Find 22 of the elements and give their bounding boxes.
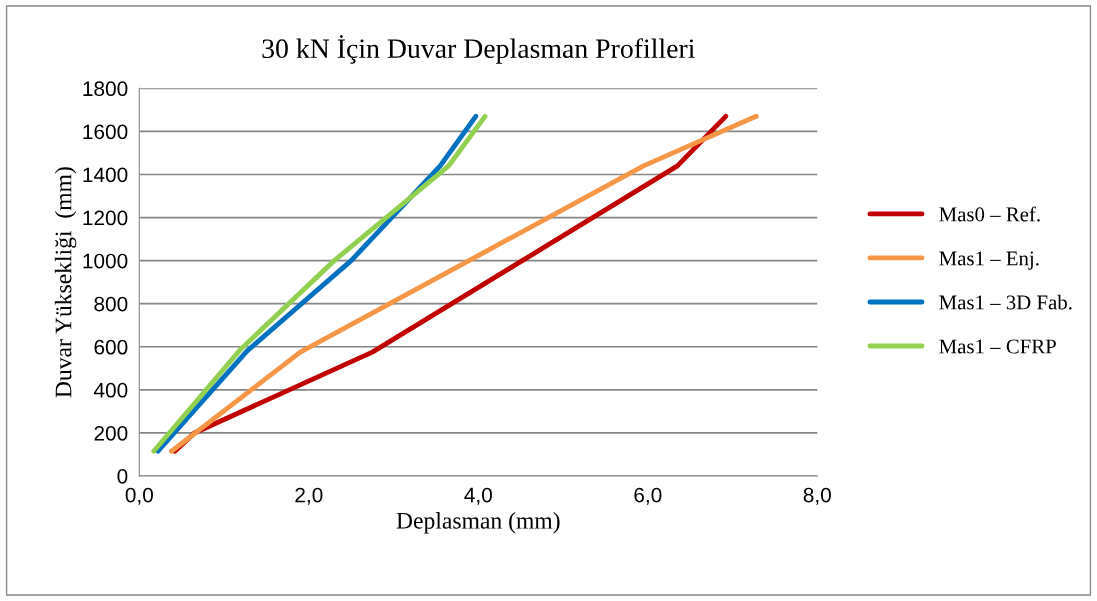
y-tick-label: 400	[93, 382, 128, 398]
y-tick-label: 1400	[83, 167, 128, 183]
legend-label: Mas1 – CFRP	[939, 339, 1056, 354]
y-tick-label: 1200	[83, 210, 128, 226]
x-tick-label: 8,0	[803, 487, 831, 505]
y-tick-label: 800	[94, 296, 128, 312]
x-tick-label: 4,0	[464, 487, 492, 505]
legend-label: Mas0 – Ref.	[939, 206, 1040, 222]
chart-title: 30 kN İçin Duvar Deplasman Profilleri	[262, 34, 695, 64]
y-tick-label: 600	[94, 339, 128, 355]
legend-label: Mas1 – 3D Fab.	[939, 294, 1072, 310]
y-tick-label: 1000	[83, 253, 128, 269]
x-axis-title: Deplasman (mm)	[396, 512, 560, 534]
x-tick-label: 2,0	[295, 487, 323, 505]
legend-label: Mas1 – Enj.	[939, 251, 1039, 270]
y-tick-label: 0	[117, 468, 128, 484]
x-tick-label: 0,0	[125, 487, 153, 505]
y-tick-label: 200	[94, 425, 128, 441]
x-tick-label: 6,0	[634, 487, 662, 505]
y-axis-title: Duvar Yüksekliği (mm)	[54, 167, 77, 398]
y-tick-label: 1600	[83, 124, 128, 140]
y-tick-label: 1800	[83, 81, 128, 97]
